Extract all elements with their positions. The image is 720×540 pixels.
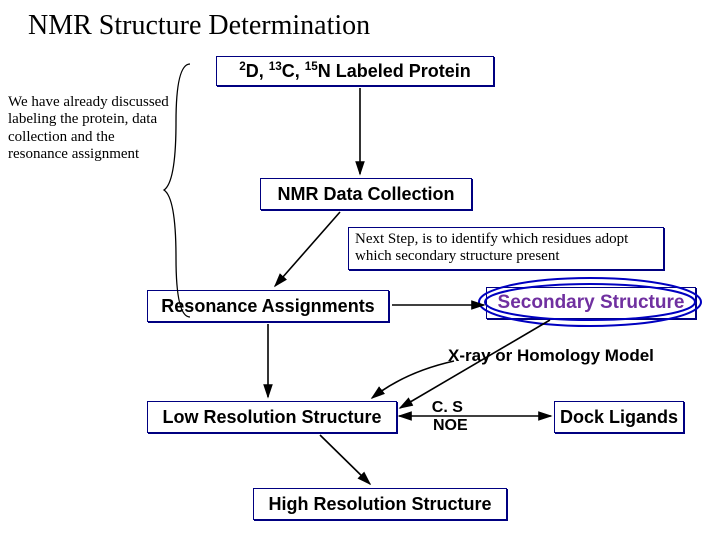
node-labeled-protein: 2D, 13C, 15N Labeled Protein [216, 56, 494, 86]
side-note: We have already discussed labeling the p… [8, 94, 173, 163]
label-cs-noe: C. S NOE [427, 399, 468, 434]
node-secondary-structure-label: Secondary Structure [498, 292, 685, 314]
node-resonance-assignments-label: Resonance Assignments [161, 296, 374, 317]
node-nmr-data-collection-label: NMR Data Collection [277, 184, 454, 205]
node-labeled-protein-label: 2D, 13C, 15N Labeled Protein [239, 60, 471, 82]
node-low-resolution-structure: Low Resolution Structure [147, 401, 397, 433]
node-secondary-structure: Secondary Structure [486, 287, 696, 319]
next-step-note: Next Step, is to identify which residues… [348, 227, 664, 270]
node-low-resolution-structure-label: Low Resolution Structure [162, 407, 381, 428]
node-dock-ligands-label: Dock Ligands [560, 407, 678, 428]
node-high-resolution-structure: High Resolution Structure [253, 488, 507, 520]
node-resonance-assignments: Resonance Assignments [147, 290, 389, 322]
node-high-resolution-structure-label: High Resolution Structure [268, 494, 491, 515]
label-xray-homology: X-ray or Homology Model [448, 346, 654, 366]
page-title: NMR Structure Determination [28, 10, 370, 42]
node-nmr-data-collection: NMR Data Collection [260, 178, 472, 210]
node-dock-ligands: Dock Ligands [554, 401, 684, 433]
label-cs-noe-line1: C. S [427, 399, 468, 417]
label-cs-noe-line2: NOE [433, 417, 468, 435]
